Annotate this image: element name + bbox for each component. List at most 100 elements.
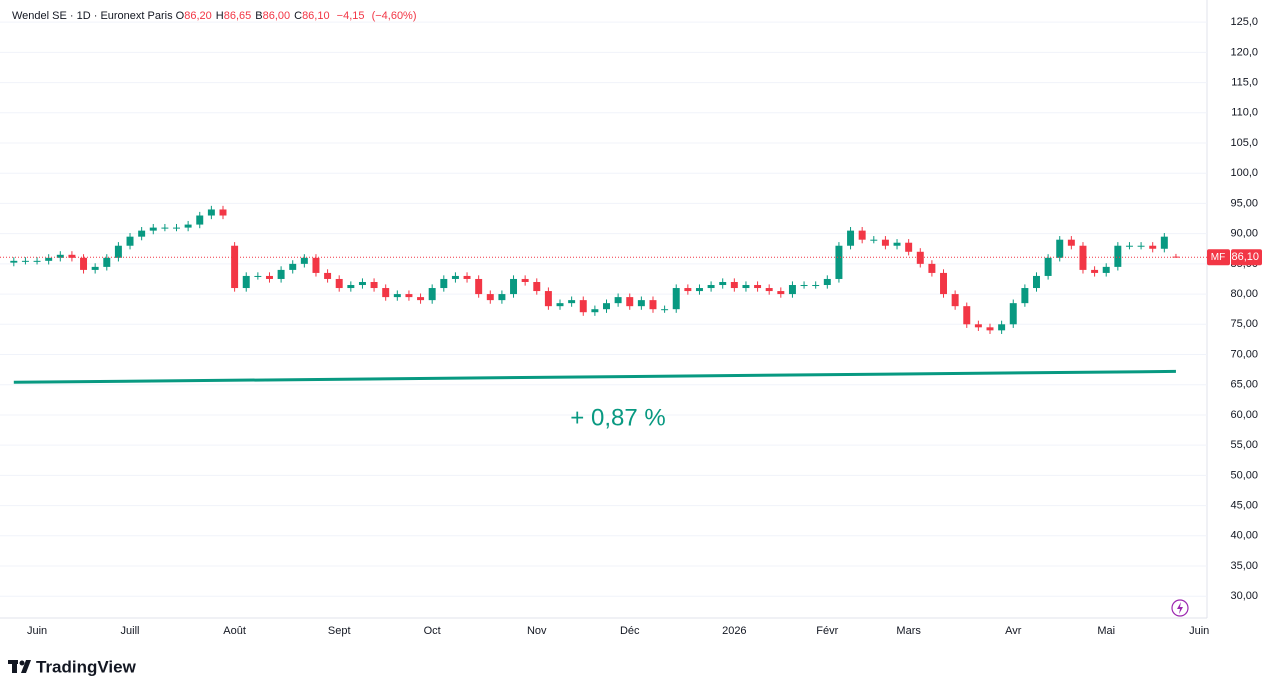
y-tick-label: 70,00 <box>1230 348 1258 360</box>
candle-body <box>56 254 64 258</box>
y-tick-label: 120,0 <box>1230 46 1258 58</box>
candle-body <box>754 285 762 289</box>
x-tick-label: Déc <box>620 625 640 637</box>
trendline-annotation: + 0,87 % <box>570 404 665 431</box>
y-tick-label: 95,00 <box>1230 197 1258 209</box>
candle-body <box>951 294 959 307</box>
candle-body <box>1056 239 1064 258</box>
x-tick-label: Juin <box>1189 625 1209 637</box>
candle-body <box>998 324 1006 331</box>
change-pct: (−4,60%) <box>371 10 417 22</box>
x-tick-label: Oct <box>424 625 441 637</box>
candle-body <box>1009 303 1017 325</box>
candle-body <box>847 230 855 246</box>
y-tick-label: 50,00 <box>1230 469 1258 481</box>
candle-body <box>10 260 18 263</box>
candle-body <box>858 230 866 240</box>
candle-body <box>1125 245 1133 247</box>
candle-body <box>324 272 332 279</box>
candle-body <box>68 254 76 258</box>
y-tick-label: 30,00 <box>1230 590 1258 602</box>
candle-body <box>1102 266 1110 273</box>
x-tick-label: Sept <box>328 625 351 637</box>
last-price-label: 86,10 <box>1231 251 1259 263</box>
candle-body <box>626 297 634 307</box>
y-tick-label: 100,0 <box>1230 167 1258 179</box>
candle-body <box>1149 245 1157 249</box>
candle-body <box>149 227 157 231</box>
candle-body <box>928 263 936 273</box>
candle-body <box>196 215 204 225</box>
candle-body <box>568 300 576 304</box>
ohlc-name: C <box>294 10 303 22</box>
price-tag-bg <box>1207 249 1230 266</box>
x-tick-label: Août <box>223 625 246 637</box>
candle-body <box>161 227 169 229</box>
candle-body <box>974 324 982 328</box>
candle-body <box>126 236 134 246</box>
candle-body <box>777 291 785 295</box>
candle-body <box>347 285 355 289</box>
candle-body <box>1160 236 1168 249</box>
candle-body <box>451 275 459 279</box>
candle-body <box>800 285 808 287</box>
ohlc-value: 86,00 <box>262 10 291 22</box>
candle-body <box>603 303 610 310</box>
candle-body <box>556 303 564 307</box>
candle-body <box>788 285 796 295</box>
candle-body <box>486 294 494 301</box>
candle-body <box>393 294 401 298</box>
candle-body <box>684 288 692 292</box>
candle-body <box>765 288 773 292</box>
candle-body <box>940 272 948 295</box>
candle-body <box>812 285 820 287</box>
candle-body <box>870 239 878 241</box>
y-tick-label: 105,0 <box>1230 137 1258 149</box>
candle-body <box>637 300 645 307</box>
x-tick-label: Juill <box>121 625 140 637</box>
candle-body <box>91 266 99 270</box>
candle-body <box>417 297 425 301</box>
ohlc-name: H <box>215 10 224 22</box>
x-tick-label: Mars <box>896 625 921 637</box>
brand: TradingView <box>36 657 137 676</box>
ohlc: O86,20 H86,65 B86,00 C86,10 <box>176 10 334 22</box>
candle-body <box>591 309 599 313</box>
ohlc-value: 86,65 <box>223 10 252 22</box>
tv-logo <box>8 660 31 673</box>
candle-body <box>1079 245 1087 270</box>
y-tick-label: 90,00 <box>1230 228 1258 240</box>
candle-body <box>1033 275 1040 289</box>
candle-body <box>835 245 843 279</box>
x-tick-label: Mai <box>1097 625 1115 637</box>
y-tick-label: 80,00 <box>1230 288 1258 300</box>
ohlc-value: 86,20 <box>184 10 212 22</box>
candle-body <box>672 288 680 310</box>
candle-body <box>1021 288 1029 304</box>
candle-body <box>289 263 297 270</box>
candle-body <box>521 278 529 282</box>
candle-body <box>184 224 192 228</box>
y-tick-label: 65,00 <box>1230 379 1258 391</box>
candle-body <box>1172 256 1180 258</box>
candle-body <box>300 257 308 264</box>
candle-body <box>1114 245 1122 267</box>
candle-body <box>963 306 971 325</box>
candle-body <box>1091 269 1099 273</box>
candle-body <box>707 285 715 289</box>
candle-body <box>986 327 994 331</box>
candle-body <box>695 288 703 292</box>
last-price-bg <box>1231 249 1262 266</box>
candle-body <box>370 281 378 289</box>
candle-body <box>579 300 587 313</box>
event-icon <box>1171 599 1189 617</box>
price-tag: MF <box>1211 252 1225 263</box>
y-tick-label: 35,00 <box>1230 560 1258 572</box>
candle-body <box>207 209 215 216</box>
x-tick-label: Juin <box>27 625 47 637</box>
candle-body <box>114 245 122 258</box>
event-icon <box>1177 602 1183 614</box>
candle-body <box>254 275 262 277</box>
candle-body <box>382 288 390 298</box>
